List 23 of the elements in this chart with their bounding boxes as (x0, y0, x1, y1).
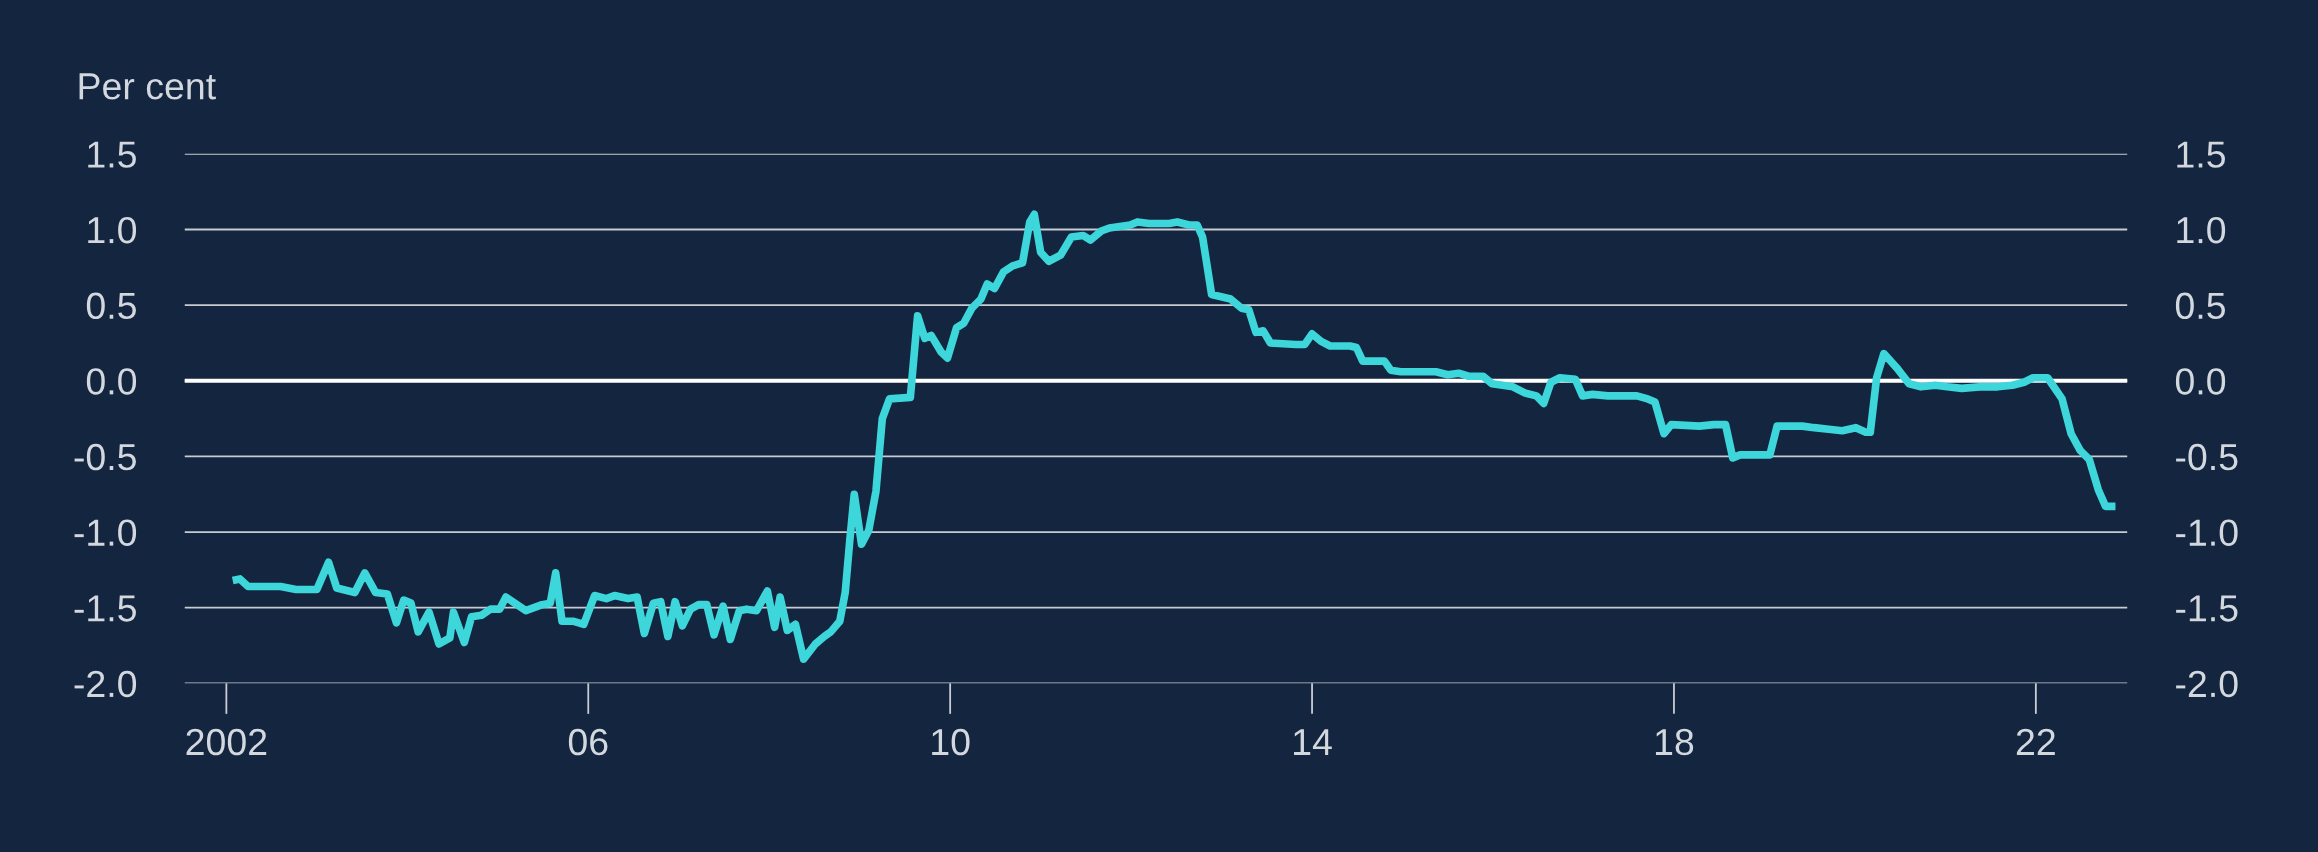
y-tick-label: 0.0 (86, 368, 137, 395)
x-tick-label: 06 (568, 728, 608, 756)
y2-tick-label: -2.0 (2176, 670, 2238, 698)
x-tick-label: 10 (932, 728, 970, 756)
y-tick-label: 1.0 (88, 216, 137, 244)
y2-tick-label: -1.0 (2176, 519, 2238, 546)
x-tick-label: 18 (1655, 728, 1694, 756)
y-tick-label: -2.0 (74, 670, 137, 698)
y2-tick-label: 1.0 (2177, 216, 2226, 244)
y2-tick-label: 1.5 (2177, 141, 2226, 168)
y-axis-title: Per cent (79, 73, 216, 100)
x-tick-label: 2002 (186, 728, 267, 756)
y-tick-label: 0.5 (86, 292, 136, 320)
y-tick-label: -1.0 (74, 519, 137, 546)
y2-tick-label: 0.0 (2175, 368, 2226, 395)
x-tick-label: 22 (2016, 728, 2055, 755)
y-tick-label: -0.5 (74, 443, 136, 471)
y-tick-label: 1.5 (88, 141, 136, 168)
x-tick-label: 14 (1294, 729, 1332, 755)
y2-tick-label: -1.5 (2176, 595, 2238, 622)
y2-tick-label: -0.5 (2176, 443, 2238, 471)
y-tick-label: -1.5 (74, 595, 136, 622)
y2-tick-label: 0.5 (2175, 292, 2226, 320)
